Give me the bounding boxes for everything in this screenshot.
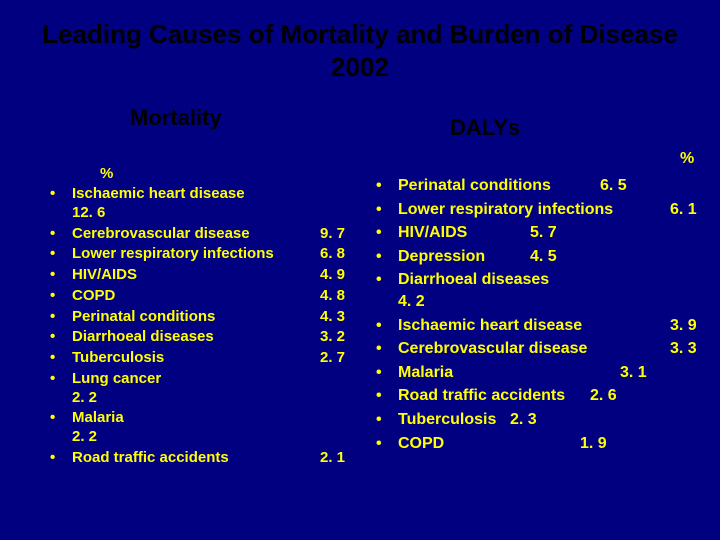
dalys-label: Ischaemic heart disease (398, 315, 582, 337)
slide-title: Leading Causes of Mortality and Burden o… (0, 0, 720, 89)
mortality-value: 12. 6 (72, 204, 105, 221)
dalys-list: • Perinatal conditions 6. 5 • Lower respirat… (370, 175, 710, 456)
mortality-heading: Mortality (130, 105, 222, 131)
mortality-value: 2. 1 (320, 449, 345, 468)
bullet-icon: • (50, 328, 55, 347)
dalys-label: COPD (398, 433, 444, 455)
bullet-icon: • (376, 269, 382, 291)
dalys-item: • Lower respiratory infections 6. 1 (370, 199, 710, 221)
dalys-value: 2. 6 (590, 385, 617, 407)
mortality-label: HIV/AIDS (72, 266, 137, 285)
dalys-value: 3. 3 (670, 338, 697, 360)
dalys-item: • HIV/AIDS 5. 7 (370, 222, 710, 244)
bullet-icon: • (376, 433, 382, 455)
mortality-label: Cerebrovascular disease (72, 225, 250, 244)
mortality-label: Tuberculosis (72, 349, 164, 368)
mortality-item: • Tuberculosis 2. 7 (50, 349, 370, 368)
mortality-item: • Cerebrovascular disease 9. 7 (50, 225, 370, 244)
bullet-icon: • (50, 449, 55, 468)
bullet-icon: • (50, 287, 55, 306)
mortality-item: • Ischaemic heart disease12. 6 (50, 185, 370, 223)
bullet-icon: • (50, 370, 55, 389)
dalys-item: • Cerebrovascular disease 3. 3 (370, 338, 710, 360)
bullet-icon: • (376, 362, 382, 384)
mortality-value: 2. 2 (72, 428, 97, 445)
dalys-label: HIV/AIDS (398, 222, 467, 244)
bullet-icon: • (50, 245, 55, 264)
mortality-label: Diarrhoeal diseases (72, 328, 214, 347)
mortality-value: 9. 7 (320, 225, 345, 244)
bullet-icon: • (376, 385, 382, 407)
mortality-item: • COPD 4. 8 (50, 287, 370, 306)
dalys-item: • Perinatal conditions 6. 5 (370, 175, 710, 197)
bullet-icon: • (376, 175, 382, 197)
mortality-item: • Malaria2. 2 (50, 409, 370, 447)
mortality-label: Lung cancer (72, 370, 161, 389)
dalys-item: • Ischaemic heart disease 3. 9 (370, 315, 710, 337)
left-pct-symbol: % (100, 165, 113, 182)
bullet-icon: • (50, 225, 55, 244)
dalys-label: Lower respiratory infections (398, 199, 613, 221)
dalys-value: 4. 2 (398, 293, 425, 310)
bullet-icon: • (50, 349, 55, 368)
mortality-label: COPD (72, 287, 115, 306)
dalys-label: Perinatal conditions (398, 175, 551, 197)
bullet-icon: • (376, 315, 382, 337)
dalys-item: • Road traffic accidents 2. 6 (370, 385, 710, 407)
bullet-icon: • (376, 222, 382, 244)
dalys-label: Road traffic accidents (398, 385, 565, 407)
dalys-value: 6. 1 (670, 199, 697, 221)
mortality-item: • Perinatal conditions 4. 3 (50, 308, 370, 327)
dalys-value: 5. 7 (530, 222, 557, 244)
mortality-value: 4. 8 (320, 287, 345, 306)
dalys-item: • Malaria 3. 1 (370, 362, 710, 384)
mortality-label: Malaria (72, 409, 124, 428)
mortality-value: 2. 7 (320, 349, 345, 368)
mortality-item: • HIV/AIDS 4. 9 (50, 266, 370, 285)
dalys-label: Depression (398, 246, 485, 268)
bullet-icon: • (50, 266, 55, 285)
bullet-icon: • (376, 409, 382, 431)
mortality-item: • Lung cancer2. 2 (50, 370, 370, 408)
mortality-value: 3. 2 (320, 328, 345, 347)
dalys-label: Cerebrovascular disease (398, 338, 587, 360)
dalys-value: 2. 3 (510, 409, 537, 431)
bullet-icon: • (50, 308, 55, 327)
bullet-icon: • (50, 185, 55, 204)
mortality-label: Ischaemic heart disease (72, 185, 245, 204)
mortality-label: Lower respiratory infections (72, 245, 274, 264)
mortality-item: • Lower respiratory infections 6. 8 (50, 245, 370, 264)
bullet-icon: • (376, 246, 382, 268)
dalys-value: 4. 5 (530, 246, 557, 268)
dalys-item: • Diarrhoeal diseases 4. 2 (370, 269, 710, 312)
dalys-value: 3. 9 (670, 315, 697, 337)
dalys-label: Diarrhoeal diseases (398, 269, 549, 291)
mortality-value: 2. 2 (72, 389, 97, 406)
bullet-icon: • (376, 199, 382, 221)
mortality-label: Perinatal conditions (72, 308, 215, 327)
mortality-list: • Ischaemic heart disease12. 6 • Cerebrovas… (50, 185, 370, 470)
dalys-value: 3. 1 (620, 362, 647, 384)
mortality-item: • Diarrhoeal diseases 3. 2 (50, 328, 370, 347)
bullet-icon: • (50, 409, 55, 428)
dalys-item: • COPD 1. 9 (370, 433, 710, 455)
dalys-value: 6. 5 (600, 175, 627, 197)
slide: Leading Causes of Mortality and Burden o… (0, 0, 720, 540)
mortality-value: 4. 3 (320, 308, 345, 327)
dalys-heading: DALYs (450, 115, 520, 141)
dalys-value: 1. 9 (580, 433, 607, 455)
mortality-item: • Road traffic accidents 2. 1 (50, 449, 370, 468)
mortality-value: 6. 8 (320, 245, 345, 264)
dalys-label: Tuberculosis (398, 409, 496, 431)
dalys-label: Malaria (398, 362, 453, 384)
mortality-value: 4. 9 (320, 266, 345, 285)
right-pct-symbol: % (680, 150, 694, 168)
bullet-icon: • (376, 338, 382, 360)
mortality-label: Road traffic accidents (72, 449, 229, 468)
dalys-item: • Tuberculosis 2. 3 (370, 409, 710, 431)
dalys-item: • Depression 4. 5 (370, 246, 710, 268)
